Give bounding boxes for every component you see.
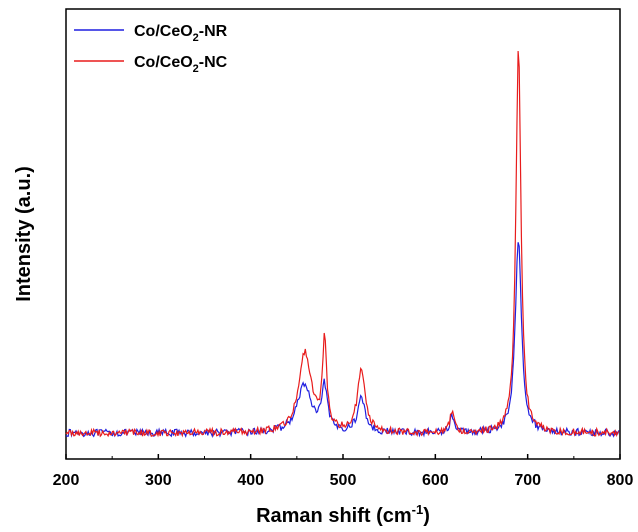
series-line-nr [65, 242, 620, 439]
x-tick-label: 600 [422, 472, 449, 489]
series-line-nc [65, 50, 620, 438]
x-tick-label: 200 [53, 472, 80, 489]
x-axis: 200 300 400 500 600 700 800 [53, 454, 634, 489]
plot-frame [65, 8, 621, 460]
series-layer [65, 50, 620, 439]
legend-label-nc: Co/CeO2-NC [134, 54, 228, 75]
x-tick-label: 500 [330, 472, 357, 489]
legend: Co/CeO2-NR Co/CeO2-NC [74, 23, 228, 75]
x-tick-label: 800 [607, 472, 634, 489]
y-axis-title: Intensity (a.u.) [13, 166, 35, 302]
x-tick-label: 400 [237, 472, 264, 489]
x-tick-label: 300 [145, 472, 172, 489]
x-axis-title: Raman shift (cm-1) [256, 502, 430, 527]
legend-label-nr: Co/CeO2-NR [134, 23, 228, 44]
x-tick-label: 700 [514, 472, 541, 489]
